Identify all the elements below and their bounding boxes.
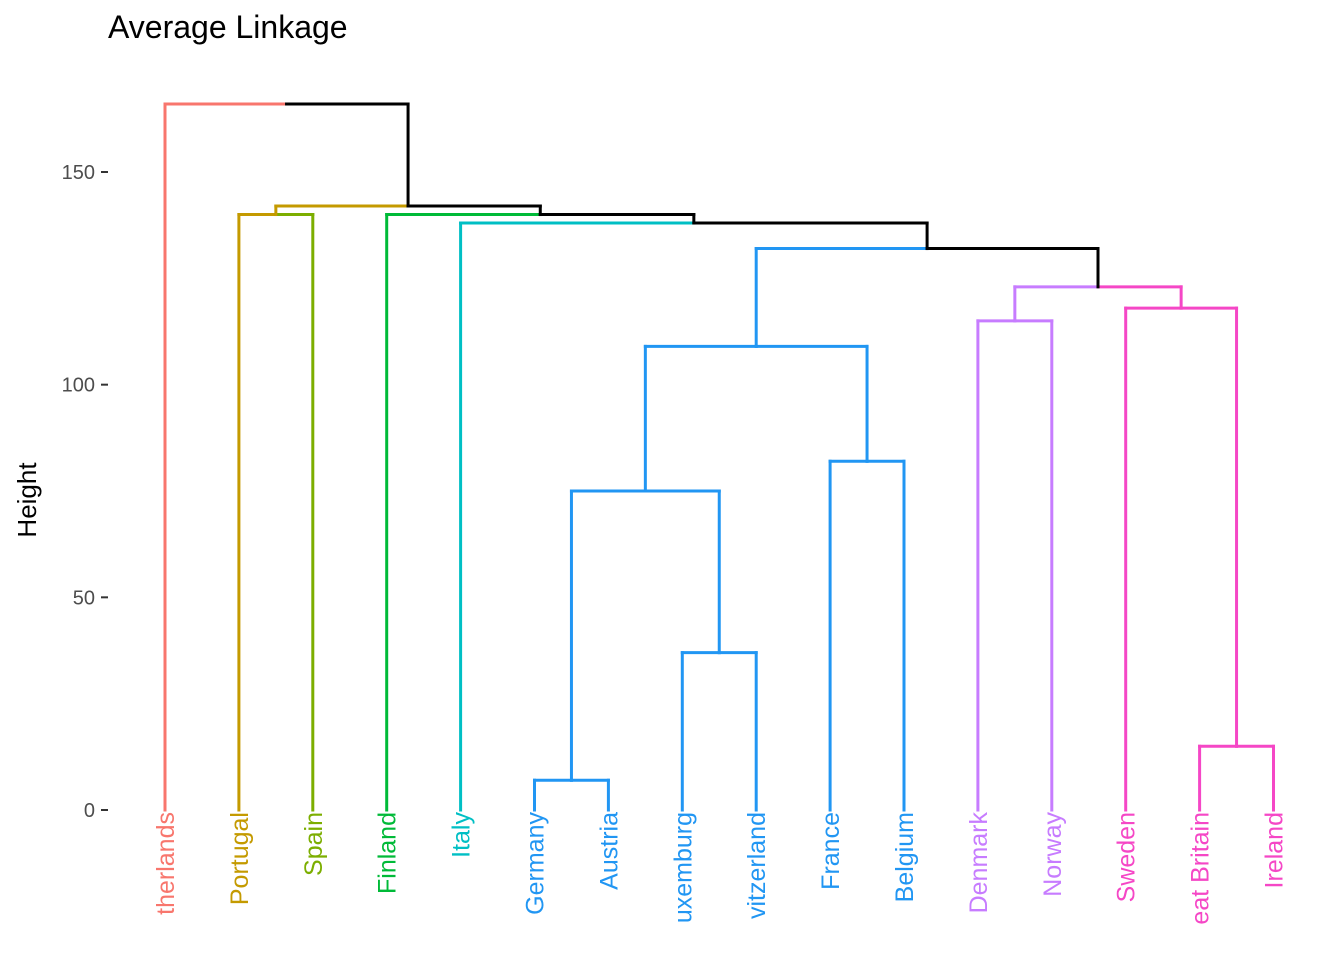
y-axis: 0 50 100 150 bbox=[62, 162, 108, 822]
leaf-label: therlands bbox=[152, 812, 180, 915]
leaf-label: Norway bbox=[1039, 812, 1067, 897]
leaf-label: Denmark bbox=[965, 812, 993, 914]
y-axis-label: Height bbox=[12, 462, 42, 538]
leaf-label: Finland bbox=[374, 812, 402, 894]
leaf-label: Belgium bbox=[891, 812, 919, 902]
chart-title: Average Linkage bbox=[108, 9, 348, 45]
y-tick-label: 50 bbox=[73, 587, 95, 609]
leaf-label: uxemburg bbox=[669, 812, 697, 923]
leaf-label: Italy bbox=[448, 812, 476, 858]
leaf-label: Portugal bbox=[226, 812, 254, 905]
leaf-label: Germany bbox=[522, 812, 550, 915]
leaf-label: Austria bbox=[595, 812, 623, 890]
leaf-label: Spain bbox=[300, 812, 328, 876]
leaf-labels: therlands Portugal Spain Finland Italy German… bbox=[152, 812, 1289, 925]
leaf-label: Sweden bbox=[1113, 812, 1141, 902]
y-tick-label: 0 bbox=[84, 800, 95, 822]
y-tick-label: 100 bbox=[62, 375, 95, 397]
leaf-label: eat Britain bbox=[1187, 812, 1215, 925]
dendrogram-branches bbox=[163, 102, 1275, 812]
leaf-label: France bbox=[817, 812, 845, 890]
y-tick-label: 150 bbox=[62, 162, 95, 184]
leaf-label: vitzerland bbox=[743, 812, 771, 919]
leaf-label: Ireland bbox=[1261, 812, 1289, 888]
